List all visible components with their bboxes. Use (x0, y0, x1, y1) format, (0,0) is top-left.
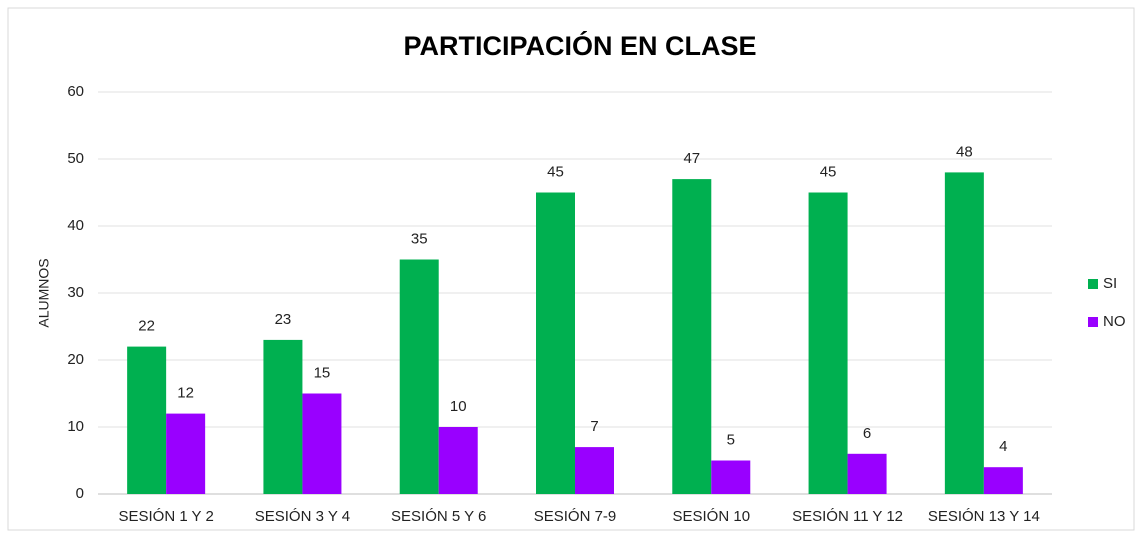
data-label: 22 (138, 318, 155, 335)
bar (263, 339, 303, 494)
bar (127, 346, 167, 494)
y-tick-label: 30 (67, 284, 84, 301)
bar (575, 447, 614, 494)
data-label: 4 (999, 438, 1007, 455)
x-tick-label: SESIÓN 10 (673, 508, 751, 525)
bar (399, 259, 439, 494)
legend-swatch (1088, 317, 1098, 327)
bar (944, 172, 984, 494)
y-tick-label: 60 (67, 83, 84, 100)
x-tick-label: SESIÓN 5 Y 6 (391, 508, 486, 525)
data-label: 23 (275, 311, 292, 328)
y-tick-label: 0 (76, 485, 84, 502)
x-tick-label: SESIÓN 13 Y 14 (928, 508, 1040, 525)
x-tick-label: SESIÓN 3 Y 4 (255, 508, 350, 525)
legend-swatch (1088, 279, 1098, 289)
data-label: 45 (547, 163, 564, 180)
y-axis-label: ALUMNOS (36, 258, 52, 327)
bar (983, 467, 1023, 494)
bar (808, 192, 848, 494)
bar (302, 393, 342, 494)
data-label: 45 (820, 163, 837, 180)
data-label: 6 (863, 425, 871, 442)
bar (438, 427, 478, 494)
data-label: 47 (683, 150, 700, 167)
data-label: 10 (450, 398, 467, 415)
legend-label: NO (1103, 313, 1126, 330)
data-label: 12 (177, 385, 194, 402)
y-tick-label: 10 (67, 418, 84, 435)
data-label: 48 (956, 143, 973, 160)
bar (672, 179, 712, 494)
data-label: 35 (411, 230, 428, 247)
legend-label: SI (1103, 275, 1117, 292)
bar (847, 453, 887, 494)
y-tick-label: 20 (67, 351, 84, 368)
chart-title: PARTICIPACIÓN EN CLASE (403, 30, 756, 61)
bar (166, 413, 206, 494)
y-tick-label: 40 (67, 217, 84, 234)
x-tick-label: SESIÓN 11 Y 12 (792, 508, 903, 525)
bar (536, 192, 575, 494)
x-tick-label: SESIÓN 7-9 (534, 508, 617, 525)
bar (711, 460, 751, 494)
data-label: 15 (314, 364, 331, 381)
x-tick-label: SESIÓN 1 Y 2 (118, 508, 213, 525)
data-label: 7 (590, 418, 598, 435)
data-label: 5 (727, 431, 735, 448)
y-tick-label: 50 (67, 150, 84, 167)
